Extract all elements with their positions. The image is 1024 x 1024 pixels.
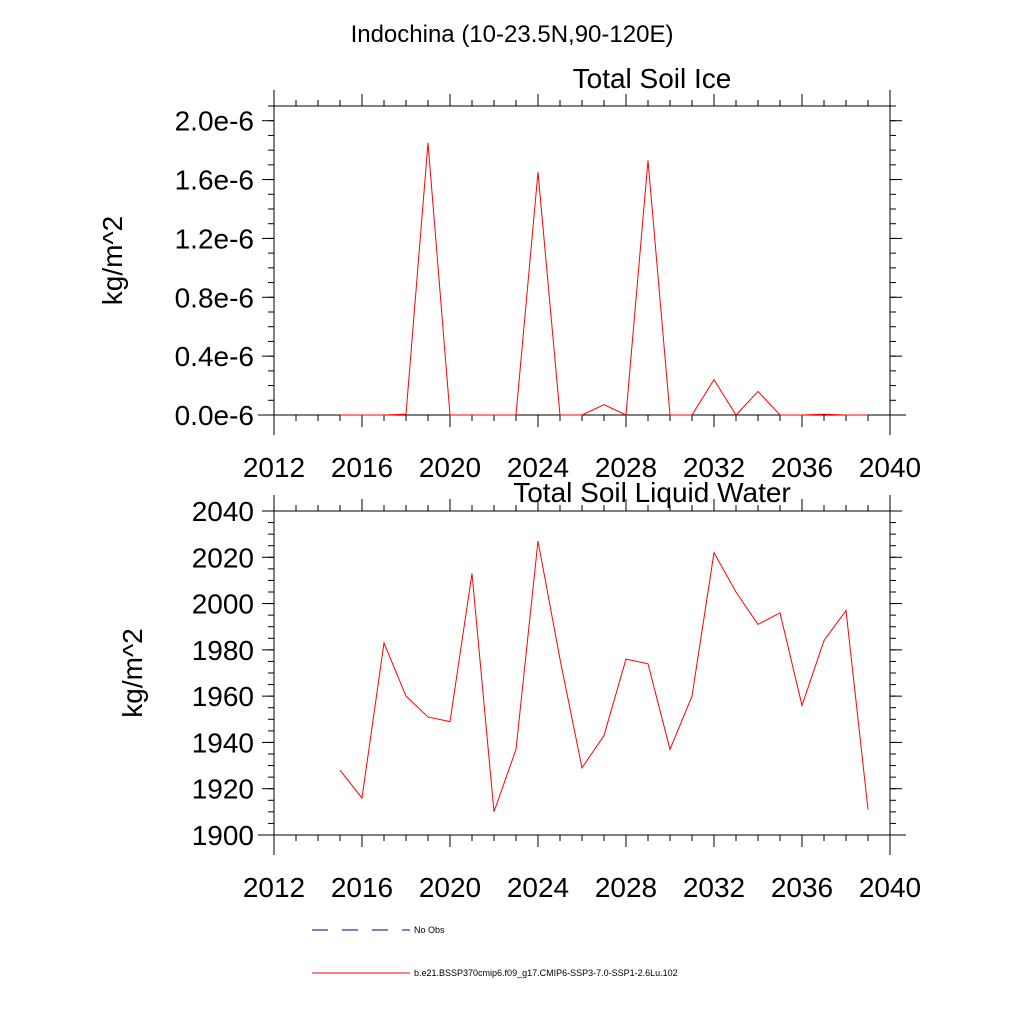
- y-tick-label: 0.0e-6: [175, 400, 254, 431]
- legend-label: b.e21.BSSP370cmip6.f09_g17.CMIP6-SSP3-7.…: [414, 968, 678, 978]
- y-tick-label: 1960: [192, 681, 254, 712]
- y-tick-label: 0.8e-6: [175, 282, 254, 313]
- x-tick-label: 2024: [507, 452, 569, 483]
- series-line: [340, 142, 868, 416]
- y-tick-label: 2040: [192, 496, 254, 527]
- chart-1: Total Soil Ice 2012 2016 2020 2024 2028 2032 20…: [97, 63, 921, 483]
- x-tick-label: 2012: [243, 452, 305, 483]
- x-tick-label: 2028: [595, 872, 657, 903]
- series-line: [339, 540, 869, 813]
- y-axis-label: kg/m^2: [97, 216, 128, 305]
- x-tick-label: 2032: [683, 452, 745, 483]
- y-tick-label: 2000: [192, 589, 254, 620]
- y-tick-label: 2.0e-6: [175, 106, 254, 137]
- x-tick-label: 2012: [243, 872, 305, 903]
- y-tick-label: 1.2e-6: [175, 223, 254, 254]
- legend: No Obs b.e21.BSSP370cmip6.f09_g17.CMIP6-S…: [312, 925, 678, 978]
- x-tick-label: 2016: [331, 872, 393, 903]
- x-tick-label: 2036: [771, 872, 833, 903]
- y-tick-label: 1980: [192, 635, 254, 666]
- legend-label: No Obs: [414, 925, 445, 935]
- x-tick-label: 2036: [771, 452, 833, 483]
- y-axis-label: kg/m^2: [117, 628, 148, 717]
- x-tick-label: 2032: [683, 872, 745, 903]
- figure-suptitle: Indochina (10-23.5N,90-120E): [351, 21, 674, 48]
- x-tick-label: 2040: [859, 872, 921, 903]
- x-tick-label: 2016: [331, 452, 393, 483]
- x-tick-label: 2024: [507, 872, 569, 903]
- x-tick-label: 2020: [419, 872, 481, 903]
- chart-title: Total Soil Liquid Water: [513, 477, 791, 508]
- y-tick-label: 1940: [192, 727, 254, 758]
- x-tick-label: 2040: [859, 452, 921, 483]
- chart-2: Total Soil Liquid Water 2012 2016 2020 2024 2…: [117, 477, 921, 903]
- x-tick-label: 2028: [595, 452, 657, 483]
- charts-container: Total Soil Ice 2012 2016 2020 2024 2028 2032 20…: [97, 63, 921, 903]
- y-tick-label: 1900: [192, 820, 254, 851]
- x-tick-label: 2020: [419, 452, 481, 483]
- y-tick-label: 1920: [192, 774, 254, 805]
- y-tick-label: 0.4e-6: [175, 341, 254, 372]
- chart-title: Total Soil Ice: [573, 63, 732, 94]
- y-tick-label: 1.6e-6: [175, 165, 254, 196]
- y-tick-label: 2020: [192, 542, 254, 573]
